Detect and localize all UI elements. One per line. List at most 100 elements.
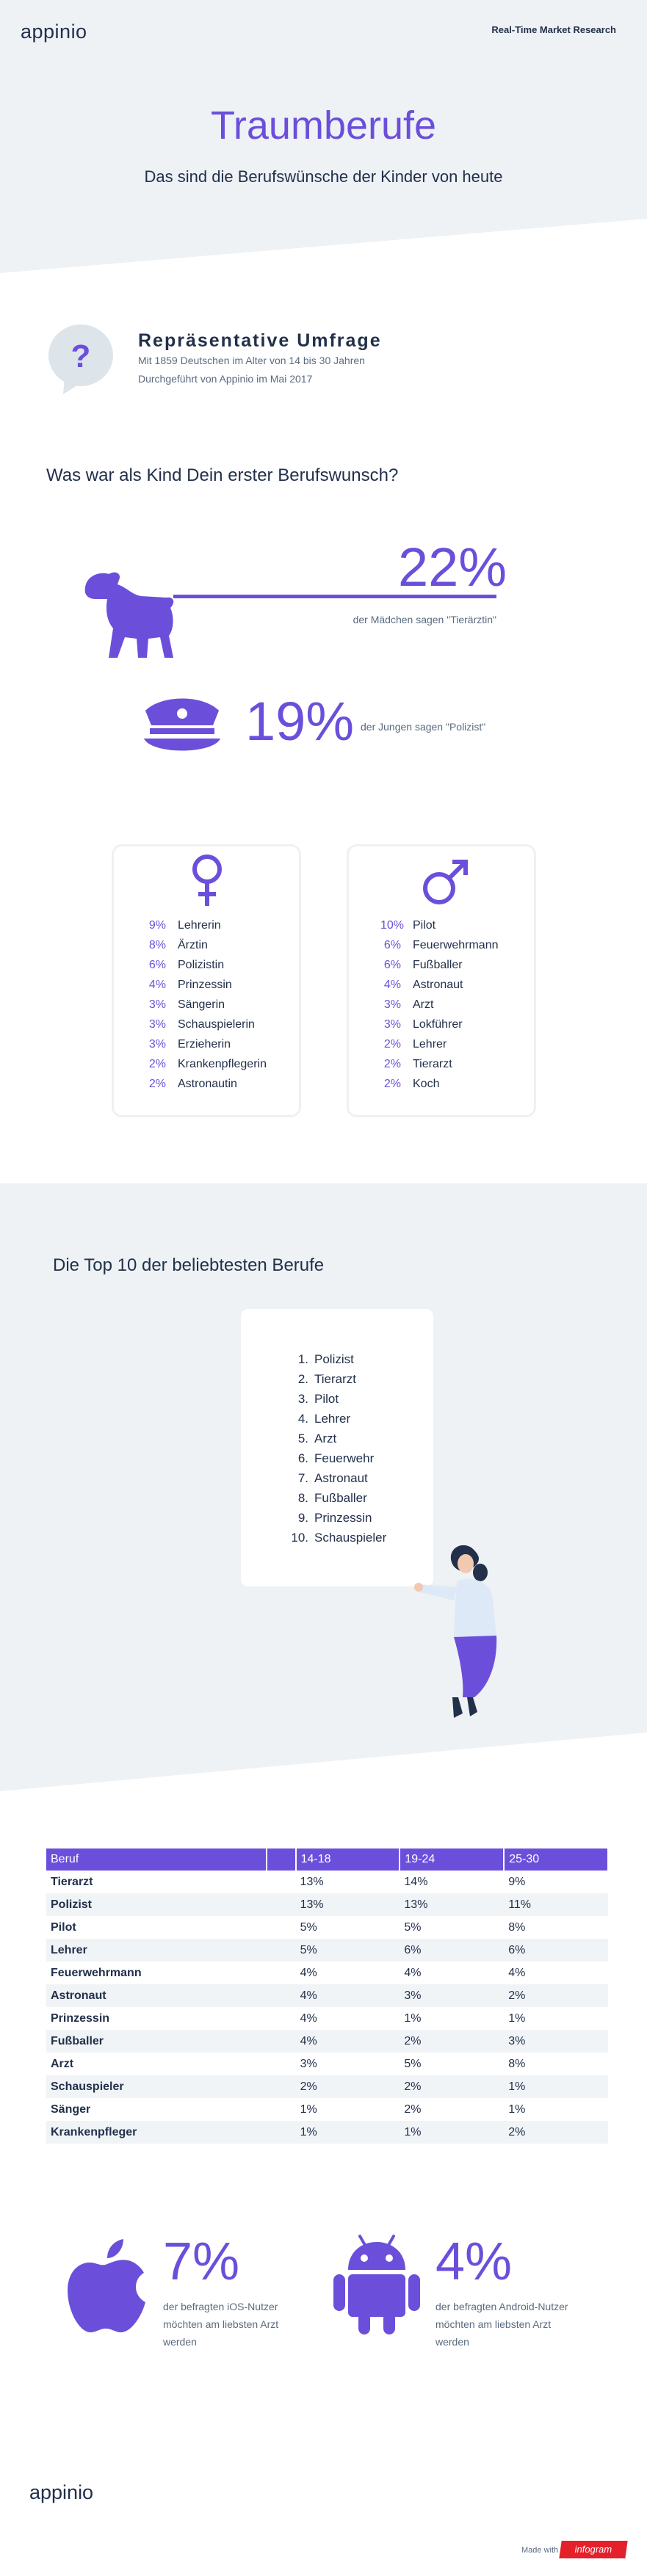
list-item-job: Astronautin	[178, 1078, 237, 1090]
list-item: 3% Erzieherin	[145, 1038, 292, 1054]
top10-rank: 4.	[297, 1412, 308, 1426]
list-item: 2% Koch	[380, 1078, 527, 1094]
table-cell-job: Arzt	[46, 2053, 267, 2075]
list-item-job: Pilot	[413, 919, 436, 932]
list-item-percentage: 3%	[383, 1018, 401, 1031]
android-caption-line1: der befragten Android-Nutzer	[435, 2301, 568, 2312]
table-header-cell	[266, 1848, 297, 1871]
list-item-job: Prinzessin	[178, 979, 232, 991]
infogram-badge[interactable]: infogram	[559, 2541, 628, 2558]
table-cell-value: 4%	[295, 2030, 400, 2053]
table-row: Lehrer 5% 6% 6%	[46, 1939, 608, 1962]
table-cell-value: 3%	[504, 2030, 608, 2053]
table-cell-value: 13%	[295, 1871, 400, 1893]
list-item: 6% Polizistin	[145, 959, 292, 975]
list-item: 6% Fußballer	[380, 959, 527, 975]
appinio-logo[interactable]: appinio	[21, 21, 87, 43]
list-item: 3% Lokführer	[380, 1018, 527, 1034]
table-cell-value: 13%	[295, 1893, 400, 1916]
top10-list: 1. Polizist 2. Tierarzt 3. Pilot 4. Lehrer 5. Arz…	[288, 1352, 435, 1550]
top10-item: 7. Astronaut	[288, 1471, 435, 1487]
list-item: 3% Arzt	[380, 998, 527, 1015]
list-item-job: Koch	[413, 1078, 440, 1090]
list-item: 2% Lehrer	[380, 1038, 527, 1054]
table-cell-job: Feuerwehrmann	[46, 1962, 267, 1984]
table-cell-value: 5%	[295, 1939, 400, 1962]
table-cell-job: Schauspieler	[46, 2075, 267, 2098]
table-row: Krankenpfleger 1% 1% 2%	[46, 2121, 608, 2144]
table-cell-spacer	[266, 2121, 296, 2144]
table-cell-value: 2%	[400, 2075, 505, 2098]
table-cell-spacer	[266, 1939, 296, 1962]
table-cell-value: 1%	[295, 2121, 400, 2144]
table-cell-value: 1%	[504, 2075, 608, 2098]
male-jobs-card	[347, 844, 536, 1117]
survey-heading: Repräsentative Umfrage	[138, 330, 382, 351]
table-cell-job: Tierarzt	[46, 1871, 267, 1893]
list-item-percentage: 2%	[383, 1038, 401, 1051]
table-cell-value: 1%	[400, 2121, 505, 2144]
top10-rank: 7.	[297, 1471, 308, 1485]
table-cell-value: 8%	[504, 2053, 608, 2075]
table-cell-value: 4%	[400, 1962, 505, 1984]
top10-heading: Die Top 10 der beliebtesten Berufe	[53, 1255, 325, 1275]
table-row: Pilot 5% 5% 8%	[46, 1916, 608, 1939]
ios-caption-line1: der befragten iOS-Nutzer	[163, 2301, 278, 2312]
table-cell-job: Polizist	[46, 1893, 267, 1916]
girls-stat-line	[173, 595, 496, 598]
list-item-job: Tierarzt	[413, 1058, 452, 1070]
table-cell-spacer	[266, 2007, 296, 2030]
top10-job: Arzt	[314, 1432, 337, 1445]
list-item-percentage: 2%	[383, 1058, 401, 1070]
table-cell-value: 1%	[504, 2098, 608, 2121]
top10-rank: 6.	[297, 1451, 308, 1465]
table-cell-spacer	[266, 1984, 296, 2007]
table-cell-job: Prinzessin	[46, 2007, 267, 2030]
list-item-percentage: 6%	[148, 959, 166, 971]
list-item-percentage: 9%	[148, 919, 166, 932]
top10-rank: 3.	[297, 1392, 308, 1406]
table-cell-job: Fußballer	[46, 2030, 267, 2053]
list-item-job: Sängerin	[178, 998, 225, 1011]
android-caption-line3: werden	[435, 2336, 469, 2348]
table-cell-value: 4%	[295, 1962, 400, 1984]
list-item-job: Ärztin	[178, 939, 208, 951]
table-cell-value: 5%	[400, 2053, 505, 2075]
list-item: 4% Prinzessin	[145, 979, 292, 995]
list-item-percentage: 2%	[148, 1058, 166, 1070]
survey-detail-date: Durchgeführt von Appinio im Mai 2017	[138, 373, 313, 385]
police-cap-icon	[144, 698, 220, 751]
list-item: 2% Tierarzt	[380, 1058, 527, 1074]
top10-rank: 9.	[297, 1511, 308, 1525]
list-item-percentage: 3%	[148, 1038, 166, 1051]
list-item-percentage: 8%	[148, 939, 166, 951]
table-header-cell: 25-30	[504, 1848, 609, 1871]
dog-icon	[84, 572, 174, 658]
table-row: Schauspieler 2% 2% 1%	[46, 2075, 608, 2098]
top10-item: 8. Fußballer	[288, 1491, 435, 1507]
male-jobs-list: 10% Pilot 6% Feuerwehrmann 6% Fußballer 4% Astr…	[380, 919, 527, 1095]
android-caption-line2: möchten am liebsten Arzt	[435, 2318, 552, 2330]
table-cell-value: 2%	[295, 2075, 400, 2098]
top10-paper	[241, 1309, 433, 1586]
top10-rank: 1.	[297, 1352, 308, 1366]
list-item-job: Krankenpflegerin	[178, 1058, 267, 1070]
table-cell-job: Pilot	[46, 1916, 267, 1939]
footer-appinio-logo[interactable]: appinio	[29, 2481, 94, 2503]
svg-text:?: ?	[71, 338, 91, 374]
table-cell-value: 1%	[400, 2007, 505, 2030]
list-item-job: Lokführer	[413, 1018, 463, 1031]
male-symbol-icon	[423, 860, 468, 904]
list-item: 2% Krankenpflegerin	[145, 1058, 292, 1074]
table-cell-spacer	[266, 1962, 296, 1984]
table-cell-value: 4%	[295, 1984, 400, 2007]
table-row: Prinzessin 4% 1% 1%	[46, 2007, 608, 2030]
table-cell-spacer	[266, 2053, 296, 2075]
list-item: 10% Pilot	[380, 919, 527, 935]
table-cell-value: 2%	[504, 1984, 608, 2007]
table-cell-spacer	[266, 1893, 296, 1916]
list-item-percentage: 6%	[383, 959, 401, 971]
table-cell-value: 4%	[504, 1962, 608, 1984]
page-title: Traumberufe	[210, 104, 437, 148]
top10-item: 4. Lehrer	[288, 1412, 435, 1428]
